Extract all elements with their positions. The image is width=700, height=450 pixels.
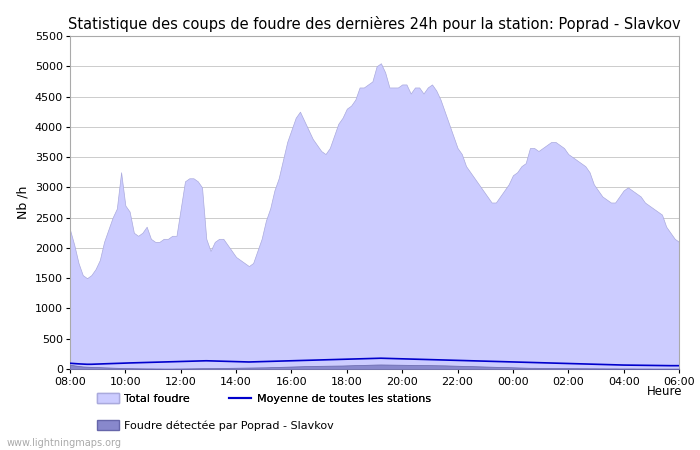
Text: Heure: Heure bbox=[647, 385, 682, 398]
Legend: Total foudre, Moyenne de toutes les stations: Total foudre, Moyenne de toutes les stat… bbox=[97, 393, 431, 404]
Text: www.lightningmaps.org: www.lightningmaps.org bbox=[7, 438, 122, 448]
Title: Statistique des coups de foudre des dernières 24h pour la station: Poprad - Slav: Statistique des coups de foudre des dern… bbox=[68, 16, 681, 32]
Legend: Foudre détectée par Poprad - Slavkov: Foudre détectée par Poprad - Slavkov bbox=[97, 420, 334, 431]
Y-axis label: Nb /h: Nb /h bbox=[16, 186, 29, 219]
